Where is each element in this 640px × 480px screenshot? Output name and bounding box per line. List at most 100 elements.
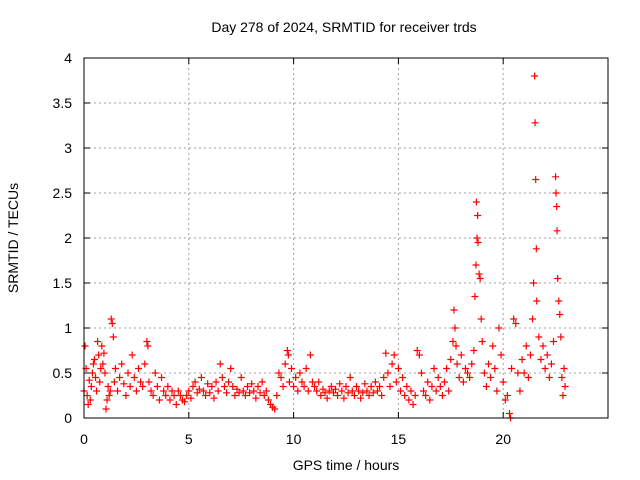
data-point: [373, 387, 381, 395]
data-point: [532, 176, 540, 183]
data-point: [284, 351, 292, 359]
data-point: [176, 392, 184, 399]
y-tick-label: 4: [64, 50, 72, 66]
data-point: [541, 365, 549, 372]
data-point: [162, 392, 170, 399]
data-point: [227, 365, 235, 372]
data-point: [85, 376, 93, 384]
data-point: [424, 378, 432, 386]
data-point: [111, 365, 119, 372]
data-point: [529, 315, 537, 323]
data-point: [83, 392, 91, 399]
data-point: [475, 270, 483, 278]
data-point: [348, 387, 356, 395]
data-point: [313, 387, 321, 395]
data-point: [124, 369, 132, 377]
data-point: [166, 396, 174, 404]
data-point: [254, 383, 262, 390]
data-point: [107, 315, 115, 323]
y-tick-label: 1: [64, 320, 72, 336]
data-point: [218, 374, 226, 381]
data-point: [108, 320, 116, 327]
data-point: [512, 320, 520, 327]
y-tick-label: 2: [64, 230, 72, 246]
y-tick-label: 3.5: [53, 95, 73, 111]
data-point: [81, 342, 89, 350]
data-point: [482, 383, 490, 390]
data-point: [109, 333, 117, 341]
data-point: [445, 387, 453, 395]
data-point: [168, 387, 176, 395]
data-point: [191, 378, 199, 386]
x-tick-label: 10: [286, 431, 302, 447]
data-point: [118, 360, 126, 368]
data-point: [220, 383, 228, 390]
data-point: [164, 383, 172, 390]
data-point: [84, 401, 92, 408]
data-point: [415, 351, 423, 359]
data-point: [231, 392, 239, 399]
data-point: [560, 365, 568, 372]
data-point: [139, 383, 147, 390]
data-point: [144, 342, 152, 350]
data-point: [172, 401, 180, 408]
data-point: [342, 383, 350, 390]
data-point: [86, 396, 94, 404]
data-point: [327, 383, 335, 390]
data-point: [210, 394, 218, 402]
data-point: [137, 378, 145, 386]
data-point: [306, 351, 314, 359]
data-point: [531, 72, 539, 80]
data-point: [413, 347, 421, 354]
data-point: [114, 387, 122, 395]
data-point: [202, 392, 210, 399]
data-point: [352, 383, 360, 390]
x-tick-label: 15: [391, 431, 407, 447]
data-point: [497, 351, 505, 359]
data-point: [292, 374, 300, 381]
data-point: [101, 369, 109, 377]
data-point: [426, 396, 434, 404]
data-point: [468, 360, 476, 368]
data-point: [550, 338, 558, 345]
data-point: [533, 297, 541, 305]
data-point: [290, 383, 298, 390]
data-point: [489, 342, 497, 350]
data-point: [248, 380, 256, 388]
data-point: [252, 394, 260, 402]
data-point: [332, 385, 340, 393]
data-point: [92, 374, 100, 381]
data-point: [102, 405, 110, 413]
data-point: [241, 392, 249, 399]
data-point: [181, 398, 189, 406]
data-point: [422, 392, 430, 399]
data-point: [459, 378, 467, 386]
data-point: [365, 392, 373, 399]
data-point: [430, 365, 438, 372]
data-point: [153, 383, 161, 390]
data-point: [453, 360, 461, 368]
data-point: [304, 387, 312, 395]
data-point: [522, 342, 530, 350]
ticks: 0 0.5 1 1.5 2 2.5 3 3.5 4 0 5 10 15 20: [53, 50, 608, 447]
data-point: [130, 374, 138, 381]
data-point: [100, 349, 108, 357]
y-tick-label: 1.5: [53, 275, 73, 291]
data-point: [407, 387, 415, 395]
data-point: [376, 383, 384, 390]
data-point: [545, 374, 553, 381]
data-point: [145, 378, 153, 386]
data-point: [505, 410, 513, 417]
data-point: [473, 234, 481, 242]
data-point: [294, 387, 302, 395]
data-point: [477, 315, 485, 323]
data-point: [329, 389, 337, 397]
data-point: [501, 396, 509, 404]
data-point: [151, 369, 159, 377]
y-tick-label: 0: [64, 410, 72, 426]
data-point: [380, 374, 388, 381]
data-point: [344, 389, 352, 397]
data-point: [116, 374, 124, 381]
data-point: [302, 365, 310, 372]
data-point: [229, 383, 237, 390]
